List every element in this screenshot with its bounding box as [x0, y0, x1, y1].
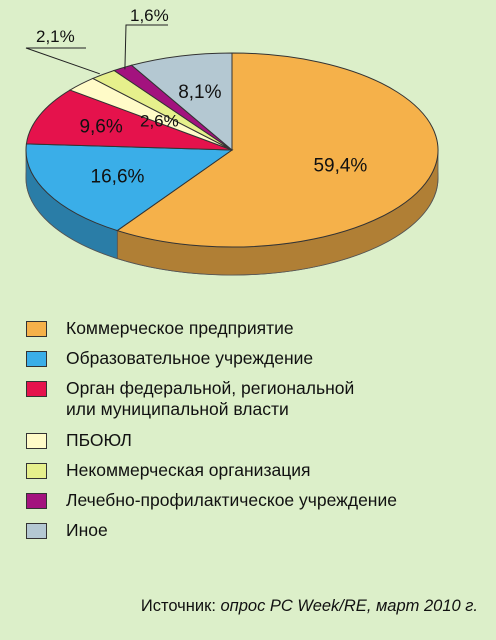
legend: Коммерческое предприятие Образовательное…: [26, 318, 486, 550]
legend-swatch: [26, 493, 47, 509]
pie-chart: 59,4% 16,6% 9,6% 2,6% 2,1% 1,6% 8,1%: [25, 6, 439, 276]
legend-item-pboyul: ПБОЮЛ: [26, 430, 486, 451]
pie-slice: [25, 143, 234, 232]
legend-label-line-1: Орган федеральной, региональной: [66, 378, 355, 398]
legend-item-education: Образовательное учреждение: [26, 348, 486, 369]
legend-swatch: [26, 463, 47, 479]
legend-item-commercial: Коммерческое предприятие: [26, 318, 486, 339]
legend-label: Некоммерческая организация: [66, 460, 311, 480]
pie-slice: [25, 89, 233, 151]
slice-value-label: 2,6%: [140, 111, 179, 130]
source-text: опрос PC Week/RE, март 2010 г.: [220, 597, 478, 615]
legend-swatch: [26, 351, 47, 367]
pie-labels: 59,4% 16,6% 9,6% 2,6% 2,1% 1,6% 8,1%: [25, 6, 367, 188]
slice-value-label: 8,1%: [178, 82, 221, 103]
legend-label: Коммерческое предприятие: [66, 318, 294, 338]
slice-value-label: 1,6%: [130, 6, 169, 25]
legend-label-line-2: или муниципальной власти: [66, 399, 289, 419]
pie-slice: [130, 52, 233, 152]
callout-line: [25, 47, 100, 75]
legend-label: ПБОЮЛ: [66, 430, 132, 450]
legend-label: Лечебно-профилактическое учреждение: [66, 490, 397, 510]
pie-slices: [25, 52, 439, 248]
source-note: Источник: опрос PC Week/RE, март 2010 г.: [141, 597, 478, 616]
legend-item-government: Орган федеральной, региональной или муни…: [26, 378, 486, 420]
pie-slice: [116, 52, 439, 248]
slice-value-label: 59,4%: [313, 156, 367, 177]
legend-swatch: [26, 321, 47, 337]
legend-swatch: [26, 523, 47, 539]
callout-line: [124, 24, 168, 70]
slice-value-label: 2,1%: [36, 27, 75, 46]
legend-item-nonprofit: Некоммерческая организация: [26, 460, 486, 481]
legend-label: Образовательное учреждение: [66, 348, 314, 368]
legend-swatch: [26, 433, 47, 449]
slice-value-label: 16,6%: [91, 167, 145, 188]
source-prefix: Источник:: [140, 597, 221, 615]
legend-label: Иное: [66, 520, 108, 540]
legend-item-other: Иное: [26, 520, 486, 541]
legend-item-medical: Лечебно-профилактическое учреждение: [26, 490, 486, 511]
legend-swatch: [26, 381, 47, 397]
slice-value-label: 9,6%: [79, 116, 122, 137]
